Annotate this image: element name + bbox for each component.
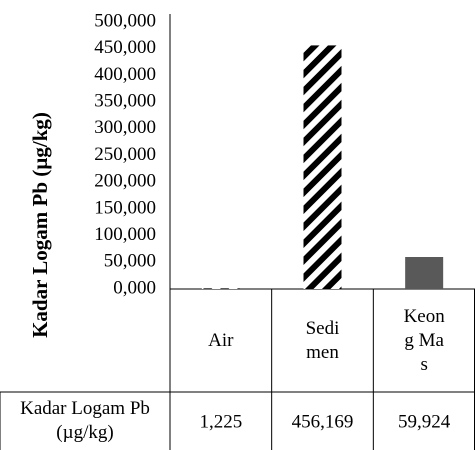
x-tick-label: Keong Mas [403,305,445,375]
y-tick-label: 100,000 [94,224,156,245]
y-tick-label: 450,000 [94,37,156,58]
x-tick-label-box: Sedimen [272,289,374,392]
series-name: Kadar Logam Pb (µg/kg) [20,398,150,443]
table-value: 59,924 [398,411,451,432]
table-value: 456,169 [292,411,354,432]
y-tick-label: 250,000 [94,144,156,165]
y-tick-label: 50,000 [104,251,156,272]
y-tick-label: 300,000 [94,117,156,138]
x-tick-label-box: Keong Mas [373,289,475,392]
bar [201,288,240,289]
y-tick-label: 400,000 [94,64,156,85]
y-tick-label: 350,000 [94,90,156,111]
bar [405,257,444,289]
x-tick-label-wrap: Keong Mas [373,289,475,392]
series-name-wrap: Kadar Logam Pb (µg/kg) [0,392,170,450]
y-tick-label: 200,000 [94,171,156,192]
bar [303,45,342,289]
table-value: 1,225 [199,411,242,432]
y-axis-title: Kadar Logam Pb (µg/kg) [28,112,52,338]
x-tick-label-box: Air [170,289,272,392]
x-tick-label-wrap: Air [170,289,272,392]
series-name-box: Kadar Logam Pb (µg/kg) [0,392,170,450]
x-tick-label: Air [208,329,234,351]
y-tick-label: 0,000 [113,277,156,298]
x-tick-label-wrap: Sedimen [272,289,374,392]
y-tick-label: 150,000 [94,197,156,218]
y-tick-label: 500,000 [94,10,156,31]
x-tick-label: Sedimen [305,317,340,363]
